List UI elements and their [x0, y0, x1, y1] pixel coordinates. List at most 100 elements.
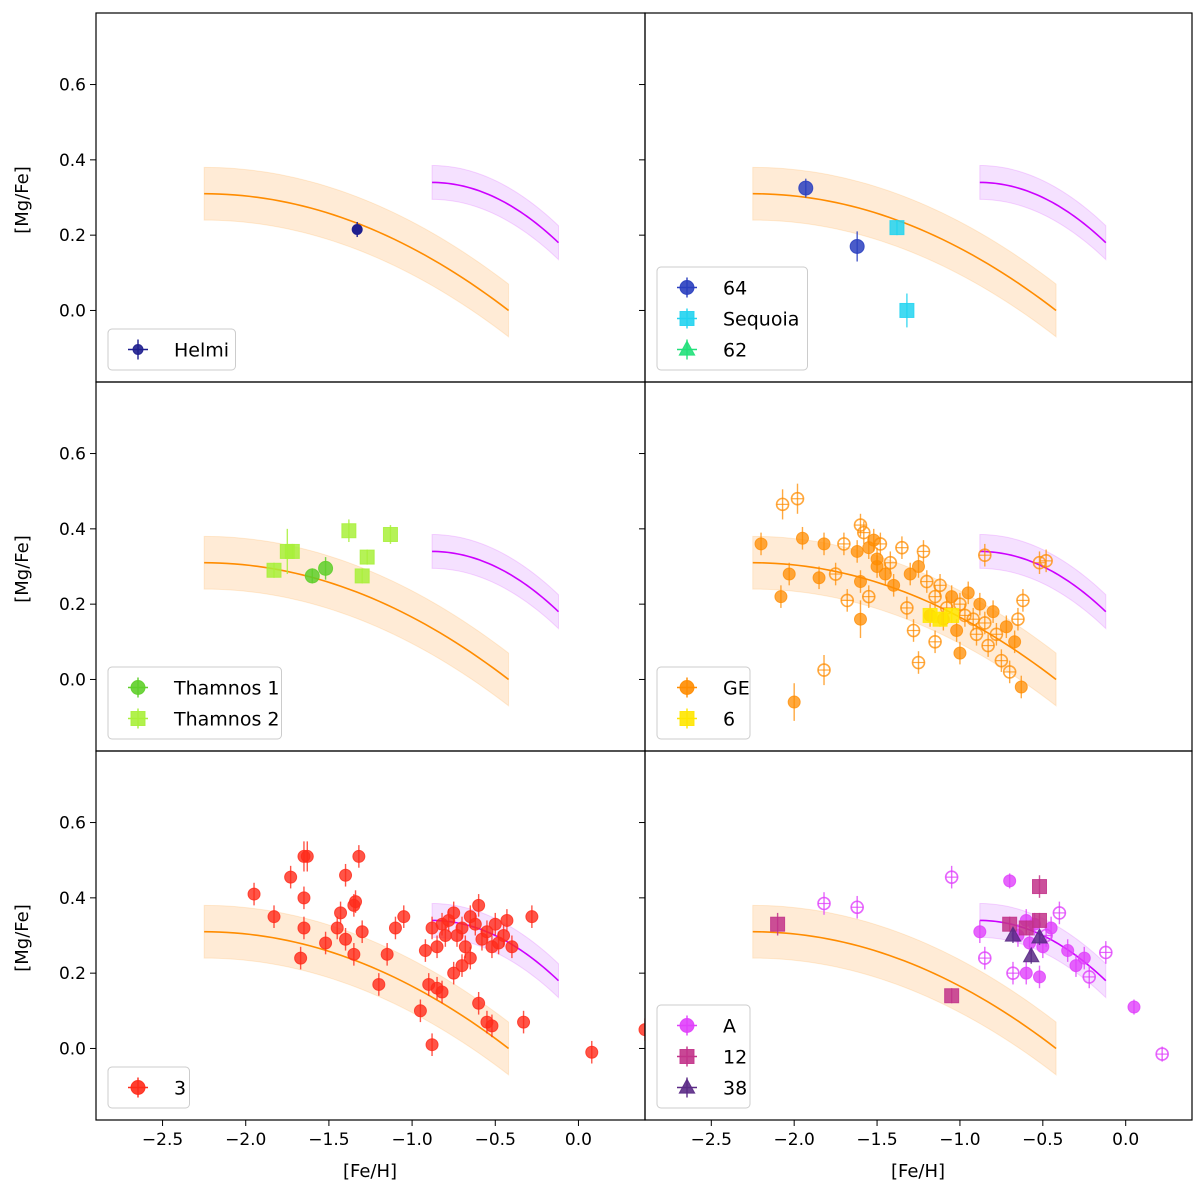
data-point	[878, 567, 892, 581]
data-point	[351, 224, 363, 236]
y-tick-label: 0.6	[59, 76, 86, 96]
panel-thamnos-legend-box	[107, 666, 282, 740]
panel-helmi-legend: Helmi	[107, 328, 236, 371]
data-point	[458, 940, 472, 954]
data-point	[928, 635, 942, 649]
data-point	[978, 548, 992, 563]
data-point	[304, 568, 320, 584]
y-tick-label: 0.0	[59, 670, 86, 690]
data-point	[505, 940, 519, 954]
data-point	[853, 612, 867, 626]
x-tick-label: 0.0	[565, 1130, 592, 1150]
panel-3-legend-box	[107, 1066, 190, 1109]
panel-helmi-plot-area	[203, 164, 560, 338]
data-point	[899, 302, 915, 318]
data-point	[887, 578, 901, 592]
panel-helmi-legend-box	[107, 328, 236, 371]
data-point	[438, 929, 452, 942]
data-point	[1014, 680, 1028, 694]
data-point	[468, 917, 482, 931]
data-point	[969, 627, 984, 642]
data-point	[856, 525, 871, 540]
orange-model-line	[752, 561, 1057, 681]
data-point	[352, 849, 366, 863]
data-point	[266, 562, 282, 578]
legend-label: 64	[723, 278, 747, 300]
legend-marker	[132, 344, 144, 355]
data-point	[488, 917, 502, 931]
data-point	[1018, 920, 1034, 936]
panel-thamnos-legend: Thamnos 1 Thamnos 2	[107, 666, 282, 740]
panel-thamnos: 0.0 0.2 0.4 0.6 Thamnos 1 Thamnos 2	[59, 381, 646, 752]
data-point	[999, 620, 1013, 634]
data-point	[1039, 554, 1053, 568]
data-point	[812, 571, 826, 585]
data-point	[380, 947, 394, 961]
panel-a-plot-area	[752, 865, 1169, 1076]
legend-label: Helmi	[174, 340, 229, 362]
x-tick-label: 0.0	[1112, 1130, 1139, 1150]
panel-a-legend: A 12 38	[656, 1004, 751, 1109]
data-point	[355, 925, 369, 939]
panel-thamnos-plot-area	[203, 519, 560, 707]
data-point	[850, 544, 864, 558]
ylabel-top: [Mg/Fe]	[12, 166, 33, 234]
panel-3: 0.0 0.2 0.4 0.6 −2.5 −2.0 −1.5 −1.0 −0.5 0.0 3	[59, 750, 646, 1150]
ylabel-bottom: [Mg/Fe]	[12, 904, 33, 972]
data-point	[418, 944, 432, 958]
panel-sequoia-plot-area	[752, 164, 1107, 338]
data-point	[413, 1004, 427, 1018]
data-point	[480, 925, 494, 939]
panel-a: −2.5 −2.0 −1.5 −1.0 −0.5 0.0 A 12 38	[639, 750, 1193, 1150]
data-point	[945, 590, 959, 604]
data-point	[1006, 966, 1020, 980]
x-tick-label: −2.0	[774, 1130, 815, 1150]
data-point	[944, 607, 960, 623]
data-point	[1082, 970, 1097, 984]
magenta-model-line	[432, 181, 560, 244]
data-point	[397, 910, 411, 924]
data-point	[883, 555, 898, 570]
data-point	[1004, 926, 1022, 942]
data-point	[425, 1038, 439, 1052]
panel-ge-legend: GE 6	[656, 666, 751, 740]
data-point	[1008, 635, 1022, 649]
data-point	[319, 936, 333, 950]
legend-label: 6	[723, 709, 735, 731]
data-point	[284, 870, 298, 884]
data-point	[388, 921, 402, 935]
data-point	[953, 597, 967, 611]
orange-model-line	[204, 192, 510, 312]
x-tick-label: −1.0	[391, 1130, 432, 1150]
data-point	[294, 951, 308, 965]
legend-label: 12	[723, 1047, 747, 1069]
legend-marker	[679, 1018, 695, 1033]
data-point	[944, 870, 959, 884]
data-point	[372, 977, 386, 991]
data-point	[870, 552, 884, 566]
x-tick-label: −1.5	[308, 1130, 349, 1150]
panel-ge-plot-area	[752, 483, 1107, 721]
y-tick-label: 0.6	[59, 445, 86, 465]
y-tick-label: 0.4	[59, 889, 86, 909]
x-tick-label: −2.5	[142, 1130, 183, 1150]
panel-helmi: 0.0 0.2 0.4 0.6 Helmi	[59, 12, 646, 383]
data-point	[339, 932, 353, 946]
data-point	[297, 891, 311, 905]
data-point	[497, 929, 511, 942]
data-point	[318, 560, 334, 576]
x-tick-label: −2.0	[225, 1130, 266, 1150]
data-point	[981, 638, 995, 653]
data-point	[994, 653, 1009, 668]
legend-label: 3	[174, 1078, 186, 1100]
data-point	[1052, 906, 1067, 920]
data-point	[1022, 946, 1040, 963]
legend-marker	[679, 680, 695, 695]
data-point	[455, 921, 469, 935]
panel-3-frame	[95, 750, 646, 1121]
data-point	[463, 951, 477, 965]
legend-label: A	[723, 1016, 736, 1038]
data-point	[853, 575, 867, 589]
legend-label: Thamnos 2	[173, 709, 280, 731]
